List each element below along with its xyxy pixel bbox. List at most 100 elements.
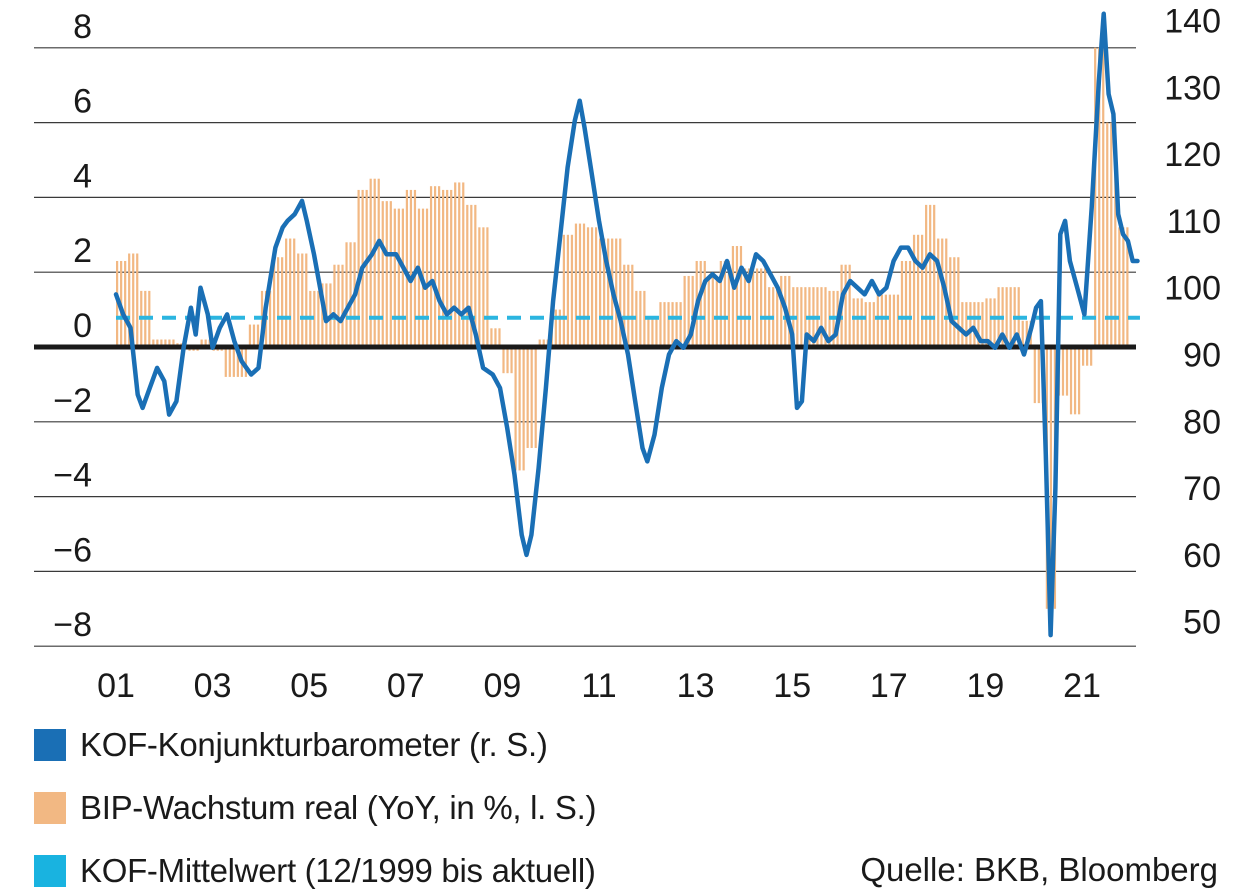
gridlines [34,47,1136,647]
bip-bar [333,264,336,347]
bip-bar [132,253,135,347]
legend-item-bip-growth: BIP-Wachstum real (YoY, in %, l. S.) [34,788,596,828]
bip-bar [498,328,501,347]
bip-bar [776,287,779,347]
bip-bar [981,302,984,347]
bip-bar [880,294,883,347]
bip-bar [892,294,896,347]
bip-bar [1122,227,1125,347]
bip-bar [425,208,429,347]
bip-bar [582,223,586,347]
bip-bar [848,264,851,347]
bip-bar [872,302,875,347]
left-tick-label: −2 [53,382,92,420]
bip-bar [466,204,469,347]
bip-bar [856,298,859,347]
bip-bar [405,189,409,347]
bip-bar [285,238,288,347]
bip-bar [1037,347,1040,404]
bip-bar [224,347,227,377]
bip-bar [1021,320,1024,347]
bip-bar [1065,347,1069,396]
bip-bar [743,268,747,347]
bip-bar [502,347,505,374]
bip-growth-bars [116,47,1129,609]
bip-bar [925,204,928,347]
x-tick-label: 19 [966,667,1004,705]
bip-bar [341,264,344,347]
bip-bar [1077,347,1081,415]
bip-bar [707,275,710,347]
right-tick-label: 90 [1183,337,1221,375]
bip-bar [1086,347,1089,366]
left-axis: 8 6 4 2 0 −2 −4 −6 −8 [53,8,92,644]
legend-label-kof-barometer: KOF-Konjunkturbarometer (r. S.) [80,726,548,763]
bip-bar [1009,287,1012,347]
bip-bar [711,275,714,347]
bip-bar [446,189,449,347]
bip-bar [152,339,155,347]
bip-bar [788,275,791,347]
bip-bar [607,238,610,347]
bip-bar [760,268,763,347]
bip-bar [619,238,622,347]
bip-bar [389,201,392,347]
bip-bar [1049,347,1053,609]
bip-bar [128,253,131,347]
bip-bar [671,302,674,347]
bip-bar [321,283,324,347]
bip-bar [929,204,932,347]
bip-bar [755,268,759,347]
bip-bar [860,298,863,347]
bip-bar [1110,122,1113,347]
right-tick-label: 50 [1183,604,1221,642]
x-tick-label: 11 [581,667,616,705]
bip-bar [256,324,260,347]
x-tick-label: 15 [773,667,811,705]
bip-bar [510,347,513,374]
bip-bar [896,294,900,347]
bip-bar [281,257,284,347]
bip-bar [651,317,654,347]
bip-bar [1073,347,1077,415]
x-tick-label: 09 [483,667,521,705]
bip-bar [204,339,207,347]
bip-bar [401,208,404,347]
bip-bar [1094,47,1097,348]
right-tick-label: 70 [1183,470,1221,508]
bip-bar [719,260,722,347]
bip-bar [643,290,646,347]
bip-bar [232,347,235,377]
bip-bar [603,238,606,347]
bip-bar [590,227,594,347]
bip-bar [518,347,521,471]
bip-bar [417,208,421,347]
bip-bar [937,238,940,347]
bip-bar [731,246,735,347]
bip-bar [478,227,481,347]
bip-bar [385,201,388,347]
bip-bar [949,257,952,347]
bip-bar [953,257,956,347]
bip-bar [969,302,972,347]
bip-bar [876,294,879,347]
legend-swatch-kof-barometer [34,729,66,761]
bip-bar [1114,122,1117,347]
bip-bar [168,339,171,347]
legend-item-kof-mean: KOF-Mittelwert (12/1999 bis aktuell) [34,851,596,891]
x-tick-label: 03 [194,667,232,705]
bip-bar [200,339,203,347]
bip-bar [884,294,887,347]
bip-bar [236,347,239,377]
bip-bar [1118,227,1121,347]
bip-bar [462,182,465,347]
bip-bar [570,234,574,347]
bip-bar [764,268,767,347]
bip-bar [703,260,706,347]
left-tick-label: −8 [53,606,92,644]
bip-bar [663,302,666,347]
bip-bar [248,324,252,347]
bip-bar [852,298,855,347]
bip-bar [136,253,139,347]
bip-bar [594,227,598,347]
